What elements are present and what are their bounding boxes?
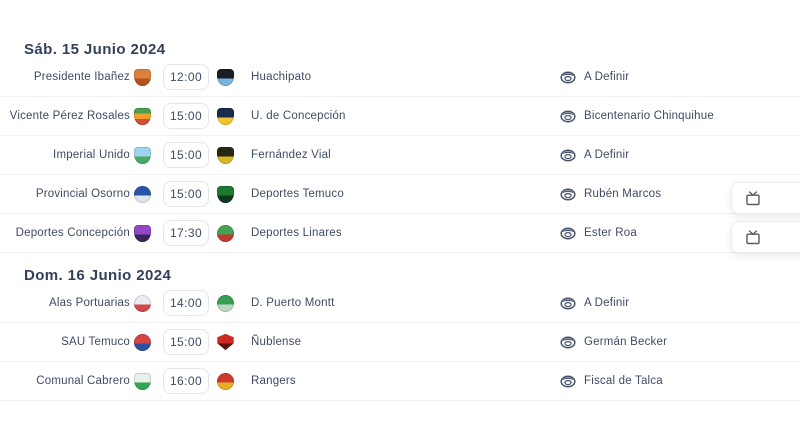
home-team-logo (134, 372, 151, 390)
match-row[interactable]: Comunal Cabrero 16:00 Rangers Fiscal de … (0, 362, 800, 401)
home-team-name: Comunal Cabrero (36, 375, 130, 387)
venue-name: Rubén Marcos (584, 188, 662, 200)
away-team-logo (217, 224, 234, 242)
away-team-name: U. de Concepción (251, 110, 346, 122)
tv-overlay-card[interactable] (731, 182, 800, 214)
venue-name: Fiscal de Talca (584, 375, 663, 387)
home-team-name: Presidente Ibañez (33, 71, 130, 83)
venue: Ester Roa (560, 214, 637, 252)
match-row[interactable]: SAU Temuco 15:00 Ñublense Germán Becker (0, 323, 800, 362)
home-team-logo (134, 224, 151, 242)
away-team-name: Deportes Linares (251, 227, 342, 239)
away-team-logo (217, 107, 234, 125)
stadium-icon (560, 149, 576, 161)
stadium-icon (560, 336, 576, 348)
away-team-logo (217, 294, 234, 312)
tv-icon (746, 190, 760, 205)
kickoff-time: 12:00 (163, 64, 209, 90)
home-team-logo (134, 185, 151, 203)
match-row[interactable]: Deportes Concepción 17:30 Deportes Linar… (0, 214, 800, 253)
section-date-header: Dom. 16 Junio 2024 (24, 267, 172, 284)
match-row[interactable]: Alas Portuarias 14:00 D. Puerto Montt A … (0, 284, 800, 323)
venue: Fiscal de Talca (560, 362, 663, 400)
away-team-name: Rangers (251, 375, 296, 387)
match-row[interactable]: Imperial Unido 15:00 Fernández Vial A De… (0, 136, 800, 175)
tv-overlay-card[interactable] (731, 221, 800, 253)
away-team-name: Huachipato (251, 71, 312, 83)
away-team-logo (217, 185, 234, 203)
away-team-name: D. Puerto Montt (251, 297, 335, 309)
venue-name: Germán Becker (584, 336, 668, 348)
date-section: Sáb. 15 Junio 2024 Presidente Ibañez 12:… (0, 41, 800, 253)
away-team-name: Ñublense (251, 336, 302, 348)
stadium-icon (560, 375, 576, 387)
venue-name: A Definir (584, 297, 630, 309)
venue-name: A Definir (584, 149, 630, 161)
kickoff-time: 14:00 (163, 290, 209, 316)
home-team-logo (134, 68, 151, 86)
stadium-icon (560, 297, 576, 309)
home-team-name: Provincial Osorno (35, 188, 130, 200)
section-rows: Presidente Ibañez 12:00 Huachipato A Def… (0, 58, 800, 253)
home-team-name: SAU Temuco (61, 336, 130, 348)
kickoff-time: 15:00 (163, 181, 209, 207)
home-team-logo (134, 107, 151, 125)
kickoff-time: 16:00 (163, 368, 209, 394)
away-team-name: Deportes Temuco (251, 188, 344, 200)
fixtures-list: Sáb. 15 Junio 2024 Presidente Ibañez 12:… (0, 41, 800, 401)
match-row[interactable]: Provincial Osorno 15:00 Deportes Temuco … (0, 175, 800, 214)
stadium-icon (560, 227, 576, 239)
venue: Bicentenario Chinquihue (560, 97, 714, 135)
stadium-icon (560, 110, 576, 122)
section-date-header: Sáb. 15 Junio 2024 (24, 41, 166, 58)
section-rows: Alas Portuarias 14:00 D. Puerto Montt A … (0, 284, 800, 401)
venue: A Definir (560, 58, 629, 96)
away-team-logo (217, 372, 234, 390)
date-section: Dom. 16 Junio 2024 Alas Portuarias 14:00… (0, 253, 800, 401)
home-team-name: Alas Portuarias (49, 297, 130, 309)
home-team-name: Vicente Pérez Rosales (9, 110, 130, 122)
home-team-name: Deportes Concepción (15, 227, 130, 239)
kickoff-time: 17:30 (163, 220, 209, 246)
away-team-logo (217, 68, 234, 86)
venue: Rubén Marcos (560, 175, 661, 213)
home-team-logo (134, 146, 151, 164)
home-team-logo (134, 333, 151, 351)
venue: Germán Becker (560, 323, 667, 361)
venue-name: A Definir (584, 71, 630, 83)
away-team-logo (217, 146, 234, 164)
kickoff-time: 15:00 (163, 142, 209, 168)
match-row[interactable]: Vicente Pérez Rosales 15:00 U. de Concep… (0, 97, 800, 136)
kickoff-time: 15:00 (163, 103, 209, 129)
tv-icon (746, 229, 760, 244)
venue-name: Bicentenario Chinquihue (584, 110, 714, 122)
stadium-icon (560, 188, 576, 200)
home-team-name: Imperial Unido (53, 149, 130, 161)
match-row[interactable]: Presidente Ibañez 12:00 Huachipato A Def… (0, 58, 800, 97)
stadium-icon (560, 71, 576, 83)
away-team-logo (217, 333, 234, 351)
kickoff-time: 15:00 (163, 329, 209, 355)
venue-name: Ester Roa (584, 227, 637, 239)
venue: A Definir (560, 136, 629, 174)
venue: A Definir (560, 284, 629, 322)
away-team-name: Fernández Vial (251, 149, 331, 161)
home-team-logo (134, 294, 151, 312)
